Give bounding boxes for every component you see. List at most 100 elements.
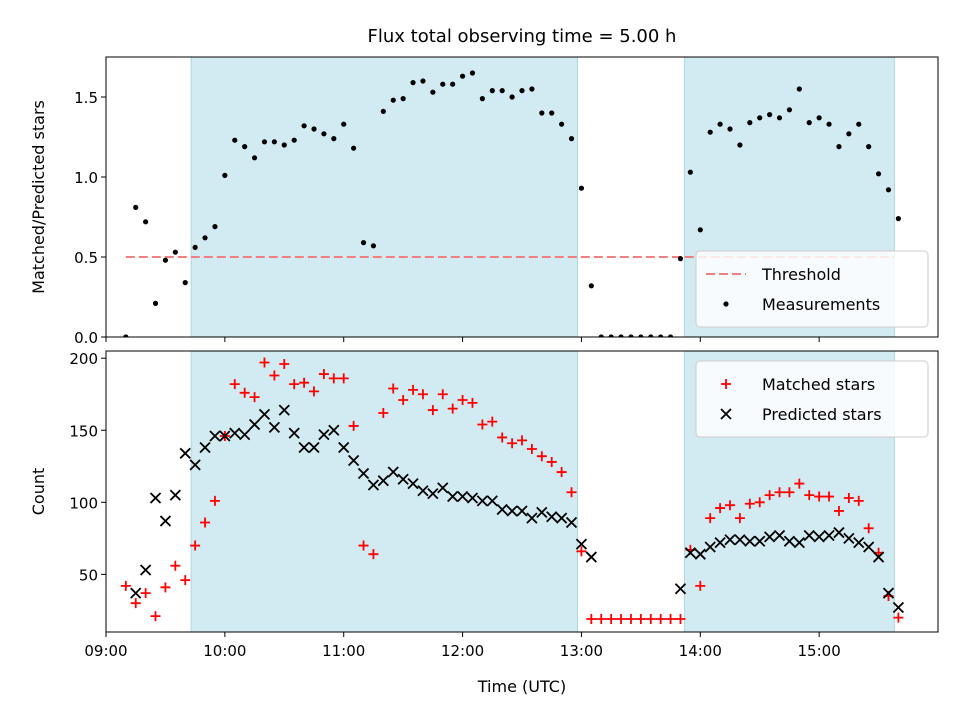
matched-star-point [625, 614, 636, 625]
measurement-point [757, 115, 763, 121]
y-axis-label: Matched/Predicted stars [29, 100, 48, 294]
predicted-star-point [734, 534, 746, 546]
matched-star-point [556, 467, 567, 478]
predicted-star-point [229, 427, 241, 439]
measurement-point [321, 131, 327, 137]
x-tick-label: 13:00 [560, 642, 603, 660]
matched-star-point [546, 456, 557, 467]
predicted-star-point [377, 475, 389, 487]
legend-box [695, 360, 929, 438]
matched-star-point [239, 387, 250, 398]
matched-star-point [586, 614, 597, 625]
measurement-point [529, 86, 535, 92]
measurement-point [677, 256, 684, 262]
bottom-panel: 50 100 150 200 09:00 10:00 11:00 12:00 13:00 14:0… [29, 350, 939, 696]
predicted-star-point [248, 418, 261, 431]
measurement-point [588, 283, 594, 289]
measurement-point [410, 80, 416, 86]
measurement-point [479, 96, 485, 102]
predicted-star-point [288, 427, 300, 439]
measurement-point [885, 187, 892, 193]
measurement-point [450, 81, 456, 87]
predicted-star-point [872, 551, 885, 563]
measurement-point [341, 121, 347, 127]
predicted-star-point [843, 532, 855, 544]
matched-star-point [190, 540, 201, 551]
matched-star-point [566, 487, 577, 498]
measurement-point [578, 185, 585, 191]
matched-star-point [536, 451, 547, 462]
measurement-point [638, 334, 644, 337]
predicted-star-point [516, 505, 528, 517]
predicted-star-point [783, 535, 796, 547]
predicted-star-point [793, 537, 805, 549]
predicted-star-point [397, 473, 409, 485]
matched-star-point [794, 478, 805, 489]
measurement-point [568, 136, 575, 142]
predicted-star-point [466, 492, 479, 504]
measurement-point [222, 172, 228, 178]
axes-frame [105, 350, 939, 633]
predicted-star-point [308, 441, 320, 454]
measurement-point [806, 120, 812, 126]
measurement-point [776, 115, 783, 121]
measurement-point [697, 227, 703, 233]
measurement-point [559, 121, 565, 127]
predicted-star-point [853, 537, 865, 549]
matched-star-point [467, 397, 478, 408]
matched-star-point [378, 407, 389, 418]
matched-star-point [160, 582, 171, 593]
measurement-point [202, 235, 208, 241]
predicted-star-point [575, 538, 588, 550]
matched-star-point [804, 490, 815, 501]
matched-star-point [645, 614, 656, 625]
matched-star-point [309, 386, 319, 397]
legend-measurement-swatch [723, 301, 729, 307]
measurement-point [162, 257, 169, 263]
measurement-point [172, 249, 178, 255]
predicted-star-point [496, 503, 508, 516]
predicted-star-point [437, 482, 449, 494]
matched-star-point [576, 546, 587, 557]
matched-star-point [843, 492, 854, 503]
matched-star-point [457, 394, 468, 405]
measurement-point [608, 334, 614, 337]
predicted-star-point [882, 587, 895, 599]
matched-star-point [398, 394, 409, 405]
matched-star-point [695, 580, 706, 591]
predicted-star-point [754, 535, 766, 547]
measurement-point [469, 70, 476, 76]
measurement-point [291, 137, 297, 143]
matched-star-point [507, 438, 518, 449]
predicted-star-point [179, 447, 191, 459]
predicted-star-point [555, 512, 568, 524]
predicted-star-point [863, 541, 875, 553]
matched-star-point [328, 373, 339, 384]
matched-star-point [814, 491, 825, 502]
y-tick-label: 200 [69, 350, 98, 368]
legend-label: Matched stars [762, 375, 875, 394]
y-tick-label: 1.5 [74, 89, 98, 107]
plot-area [120, 351, 905, 632]
matched-star-point [734, 513, 745, 524]
matched-star-point [388, 383, 399, 394]
measurement-point [123, 334, 129, 337]
predicted-star-point [367, 479, 380, 491]
measurement-point [539, 110, 545, 116]
predicted-star-point [209, 430, 221, 442]
predicted-star-point [486, 495, 498, 507]
matched-star-point [209, 495, 220, 506]
measurement-point [499, 88, 505, 94]
measurement-point [390, 97, 396, 103]
measurement-point [519, 88, 525, 94]
predicted-star-point [565, 516, 578, 529]
measurement-point [618, 334, 624, 337]
measurement-point [658, 334, 664, 337]
predicted-star-point [694, 548, 706, 560]
matched-star-point [170, 560, 181, 571]
legend-box [695, 250, 929, 328]
predicted-star-point [278, 404, 290, 416]
measurement-point [430, 89, 436, 95]
measurement-point [717, 121, 723, 127]
